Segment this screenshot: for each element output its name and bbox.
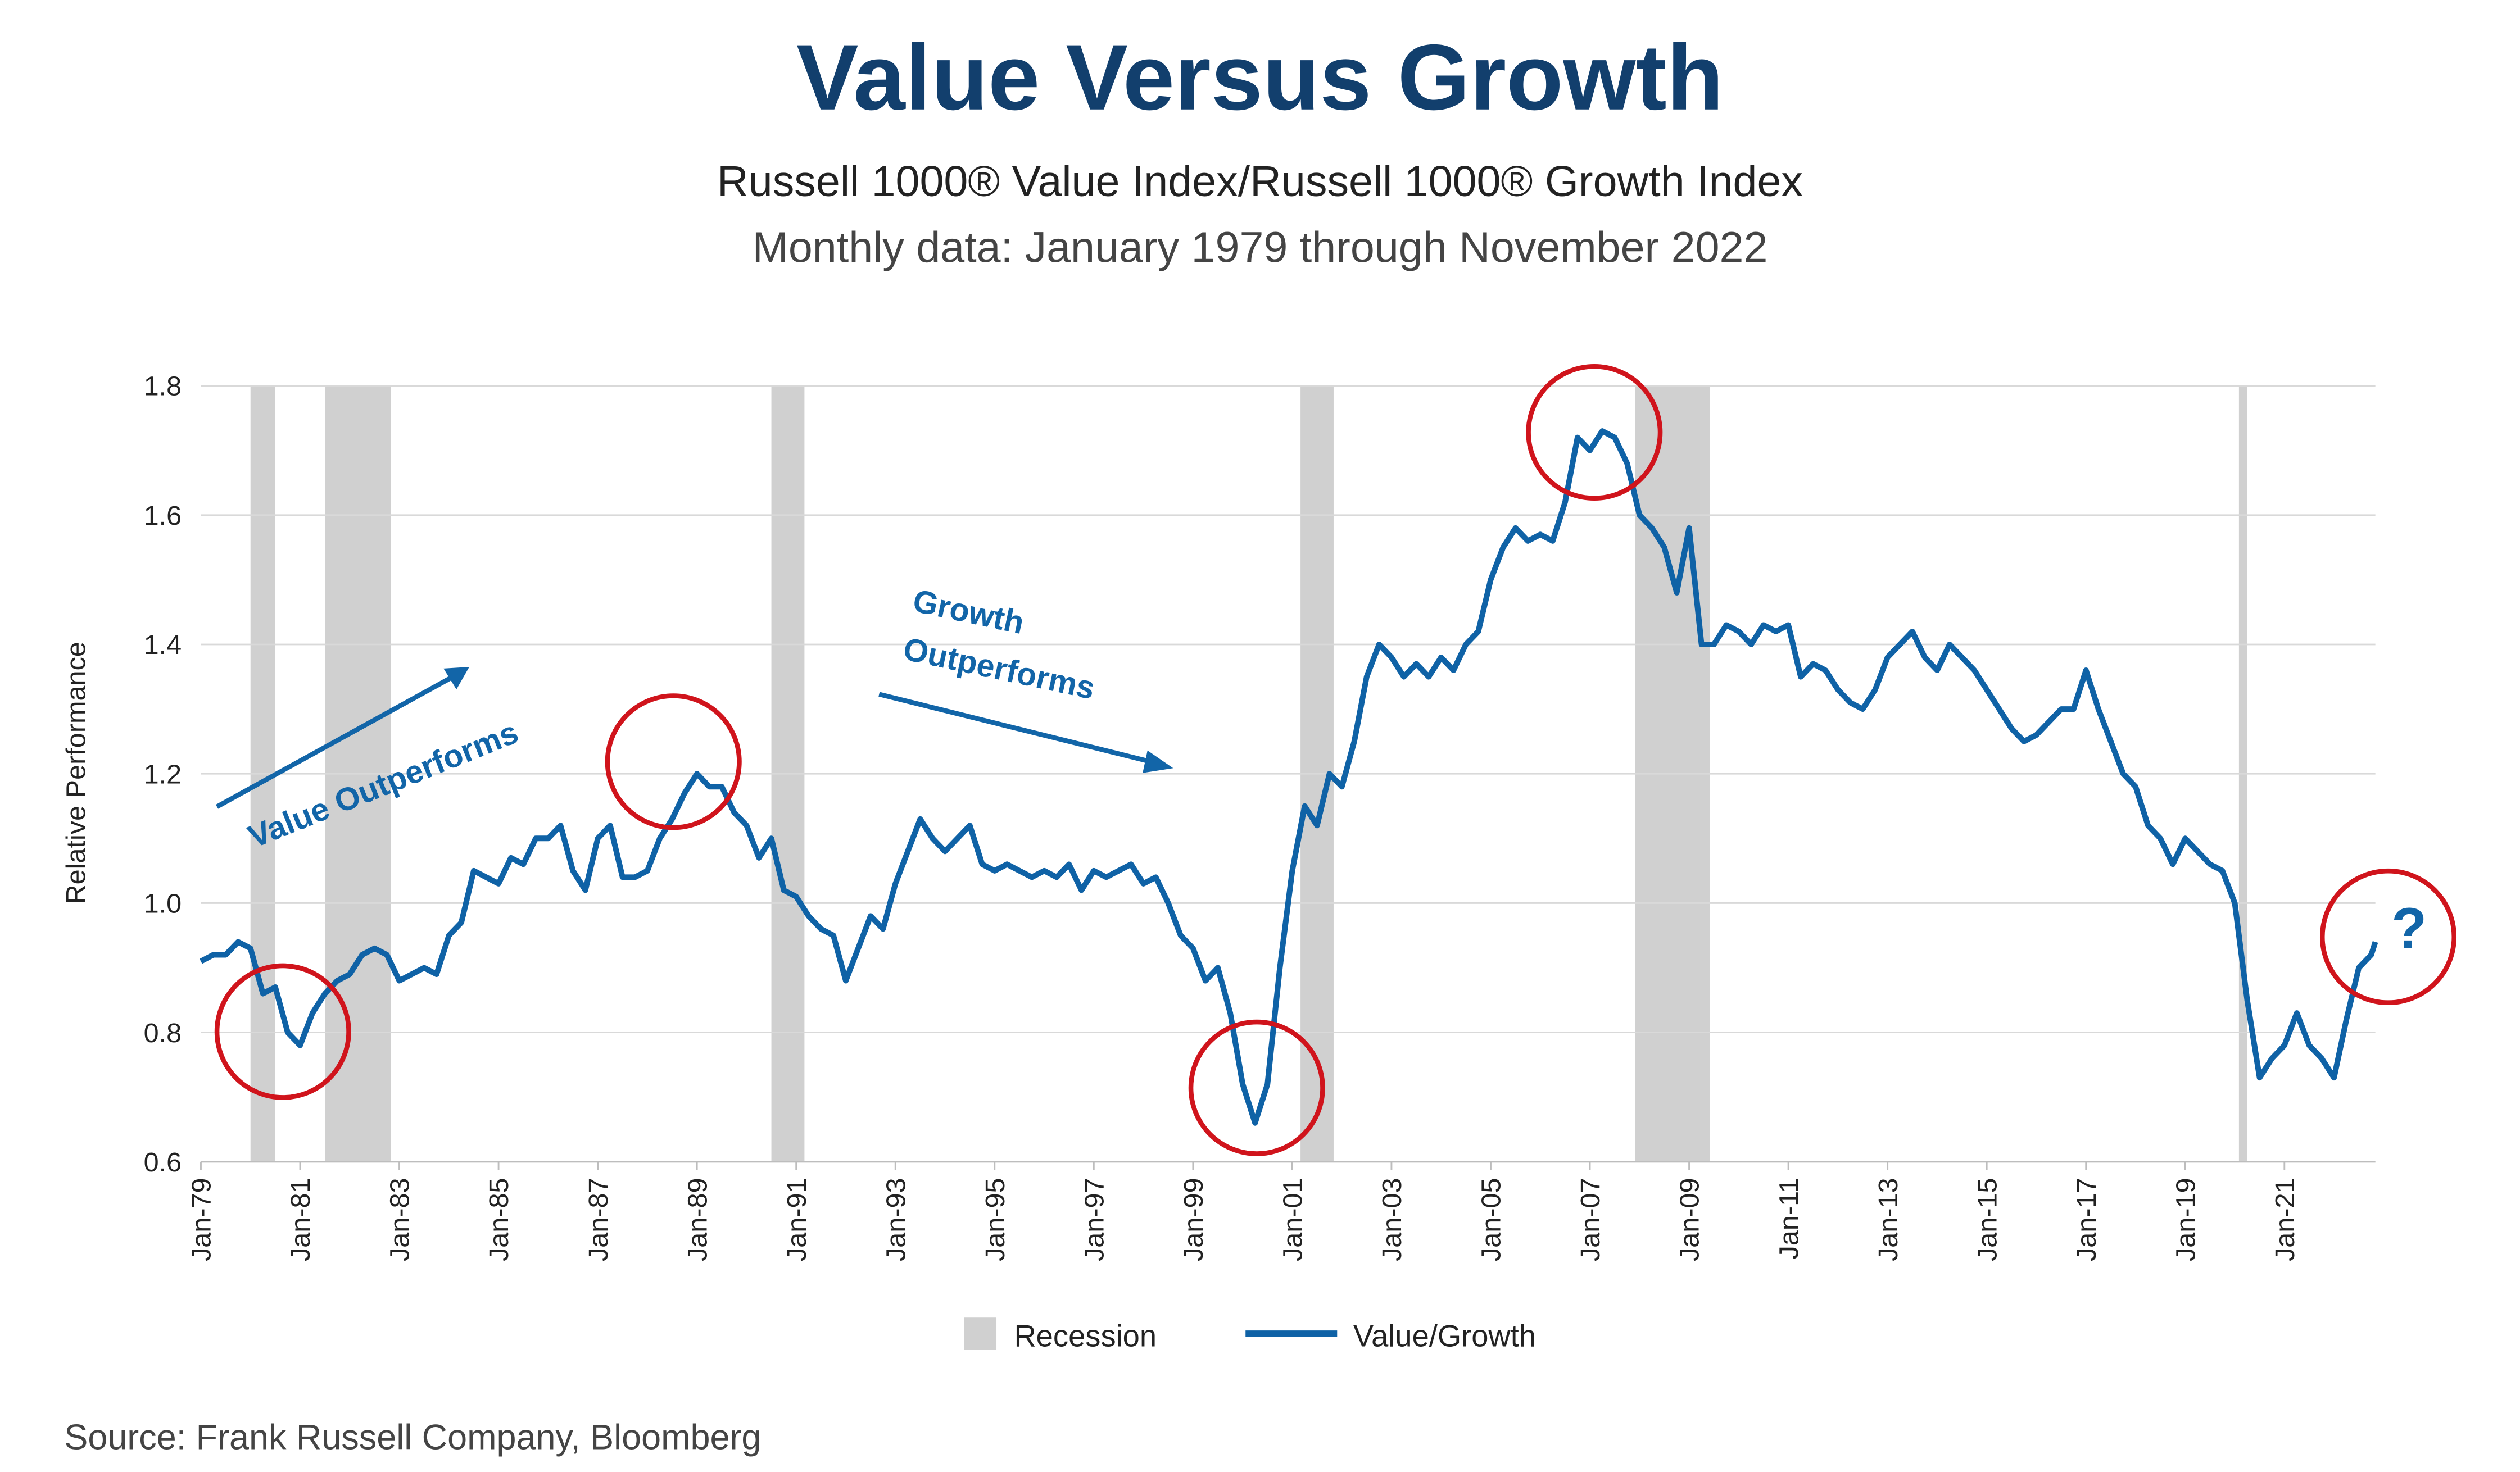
annotation: Growth bbox=[910, 583, 1027, 641]
x-tick-label: Jan-19 bbox=[2170, 1178, 2201, 1261]
x-tick-label: Jan-95 bbox=[980, 1178, 1010, 1261]
data-line bbox=[200, 428, 2378, 1126]
x-tick-label: Jan-87 bbox=[583, 1178, 614, 1261]
x-tick-label: Jan-13 bbox=[1873, 1178, 1903, 1261]
x-tick-label: Jan-17 bbox=[2072, 1178, 2102, 1261]
legend-label: Recession bbox=[1014, 1319, 1157, 1353]
legend-swatch bbox=[964, 1317, 997, 1350]
chart-subtitle: Monthly data: January 1979 through Novem… bbox=[753, 223, 1768, 271]
highlight-circle bbox=[2319, 868, 2457, 1005]
y-tick-label: 1.8 bbox=[144, 371, 182, 402]
y-tick-label: 1.2 bbox=[144, 759, 182, 789]
arrow-head bbox=[443, 667, 470, 690]
x-tick-label: Jan-93 bbox=[881, 1178, 911, 1261]
legend-label: Value/Growth bbox=[1353, 1319, 1536, 1353]
x-tick-label: Jan-03 bbox=[1377, 1178, 1407, 1261]
y-axis-label: Relative Performance bbox=[61, 642, 92, 904]
x-tick-label: Jan-83 bbox=[385, 1178, 415, 1261]
x-tick-label: Jan-01 bbox=[1278, 1178, 1308, 1261]
x-tick-label: Jan-11 bbox=[1774, 1178, 1804, 1259]
y-tick-label: 1.4 bbox=[144, 630, 182, 660]
y-tick-label: 0.6 bbox=[144, 1147, 182, 1178]
arrow-head bbox=[1143, 750, 1173, 773]
x-tick-label: Jan-89 bbox=[682, 1178, 713, 1261]
x-tick-label: Jan-99 bbox=[1179, 1178, 1209, 1261]
x-tick-label: Jan-81 bbox=[285, 1178, 316, 1261]
x-tick-label: Jan-85 bbox=[484, 1178, 514, 1261]
x-tick-label: Jan-97 bbox=[1079, 1178, 1109, 1261]
x-tick-label: Jan-09 bbox=[1675, 1178, 1705, 1261]
plot-area: 0.6 0.8 1.0 1.2 1.4 1.6 1.8 Jan-79 Jan-81 Jan-83 J… bbox=[144, 371, 2378, 1261]
chart-title: Value Versus Growth bbox=[796, 26, 1724, 130]
x-tick-label: Jan-07 bbox=[1575, 1178, 1606, 1261]
annotation: ? bbox=[2391, 896, 2427, 960]
highlight-circle bbox=[605, 693, 742, 830]
annotation: Outperforms bbox=[900, 631, 1098, 707]
highlight-circle bbox=[214, 963, 351, 1100]
x-tick-label: Jan-79 bbox=[187, 1178, 217, 1261]
y-tick-label: 1.6 bbox=[144, 501, 182, 531]
highlight-circle bbox=[1188, 1019, 1325, 1156]
x-tick-label: Jan-15 bbox=[1972, 1178, 2002, 1261]
y-tick-label: 0.8 bbox=[144, 1018, 182, 1048]
legend: Recession Value/Growth bbox=[964, 1317, 1536, 1353]
y-tick-label: 1.0 bbox=[144, 889, 182, 919]
x-tick-label: Jan-91 bbox=[782, 1178, 812, 1261]
highlight-circle bbox=[1526, 364, 1663, 501]
source-note: Source: Frank Russell Company, Bloomberg bbox=[64, 1418, 761, 1457]
x-tick-label: Jan-05 bbox=[1476, 1178, 1507, 1261]
x-tick-label: Jan-21 bbox=[2270, 1178, 2300, 1261]
arrow bbox=[878, 692, 1152, 764]
arrow bbox=[215, 674, 455, 809]
chart-subtitle: Russell 1000® Value Index/Russell 1000® … bbox=[717, 157, 1803, 206]
